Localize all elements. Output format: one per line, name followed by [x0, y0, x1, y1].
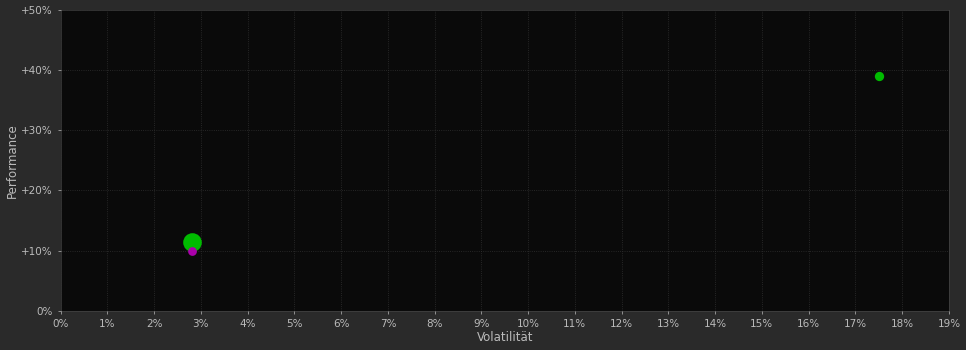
- Point: [184, 239, 199, 245]
- Point: [871, 73, 887, 79]
- X-axis label: Volatilität: Volatilität: [476, 331, 533, 344]
- Y-axis label: Performance: Performance: [6, 123, 18, 198]
- Point: [184, 248, 199, 253]
